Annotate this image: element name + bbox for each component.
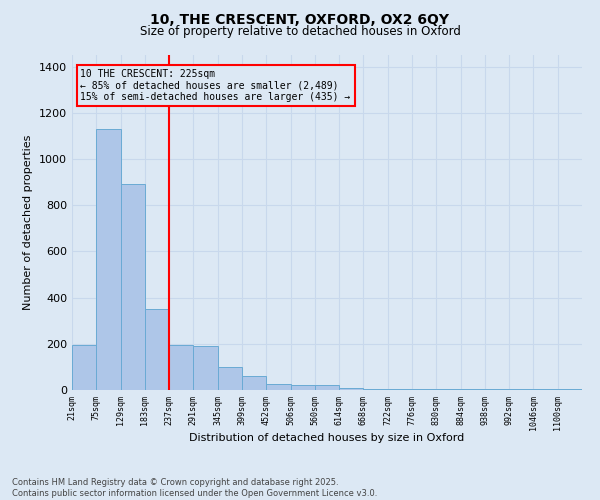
Text: Size of property relative to detached houses in Oxford: Size of property relative to detached ho…: [140, 25, 460, 38]
Bar: [169, 345, 193, 390]
Bar: [315, 386, 339, 390]
Bar: [193, 346, 218, 390]
X-axis label: Distribution of detached houses by size in Oxford: Distribution of detached houses by size …: [190, 432, 464, 442]
Bar: [72, 345, 96, 390]
Bar: [339, 388, 364, 390]
Bar: [121, 184, 145, 390]
Bar: [412, 389, 436, 390]
Bar: [558, 389, 582, 390]
Bar: [388, 389, 412, 390]
Bar: [533, 389, 558, 390]
Bar: [509, 389, 533, 390]
Bar: [145, 309, 169, 390]
Text: 10 THE CRESCENT: 225sqm
← 85% of detached houses are smaller (2,489)
15% of semi: 10 THE CRESCENT: 225sqm ← 85% of detache…: [80, 69, 351, 102]
Bar: [290, 386, 315, 390]
Y-axis label: Number of detached properties: Number of detached properties: [23, 135, 34, 310]
Bar: [461, 389, 485, 390]
Bar: [485, 389, 509, 390]
Bar: [364, 389, 388, 390]
Bar: [218, 367, 242, 390]
Bar: [242, 376, 266, 390]
Bar: [436, 389, 461, 390]
Text: Contains HM Land Registry data © Crown copyright and database right 2025.
Contai: Contains HM Land Registry data © Crown c…: [12, 478, 377, 498]
Bar: [266, 384, 290, 390]
Bar: [96, 129, 121, 390]
Text: 10, THE CRESCENT, OXFORD, OX2 6QY: 10, THE CRESCENT, OXFORD, OX2 6QY: [151, 12, 449, 26]
